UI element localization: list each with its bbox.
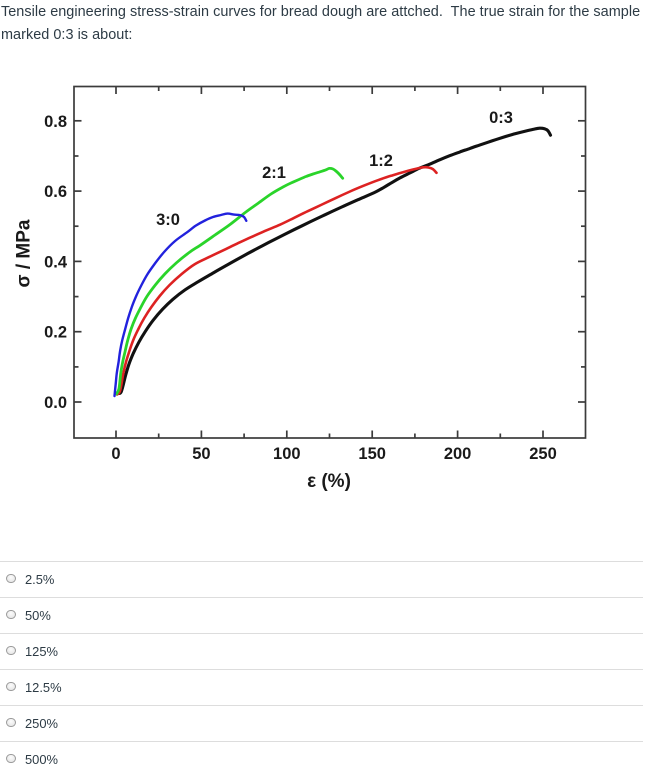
- svg-text:2:1: 2:1: [262, 164, 286, 182]
- svg-text:0.6: 0.6: [44, 183, 67, 201]
- svg-text:0.0: 0.0: [44, 394, 67, 412]
- svg-text:ε (%): ε (%): [307, 471, 351, 492]
- svg-text:1:2: 1:2: [369, 152, 393, 170]
- svg-text:50: 50: [192, 445, 210, 463]
- svg-text:0.8: 0.8: [44, 113, 67, 131]
- svg-text:3:0: 3:0: [156, 211, 180, 229]
- svg-text:0.2: 0.2: [44, 324, 67, 342]
- svg-text:0:3: 0:3: [489, 109, 513, 127]
- svg-text:0: 0: [111, 445, 120, 463]
- svg-text:150: 150: [358, 445, 386, 463]
- svg-text:200: 200: [444, 445, 472, 463]
- svg-text:100: 100: [273, 445, 301, 463]
- svg-text:σ / MPa: σ / MPa: [14, 219, 35, 287]
- svg-text:0.4: 0.4: [44, 253, 68, 271]
- svg-text:250: 250: [529, 445, 557, 463]
